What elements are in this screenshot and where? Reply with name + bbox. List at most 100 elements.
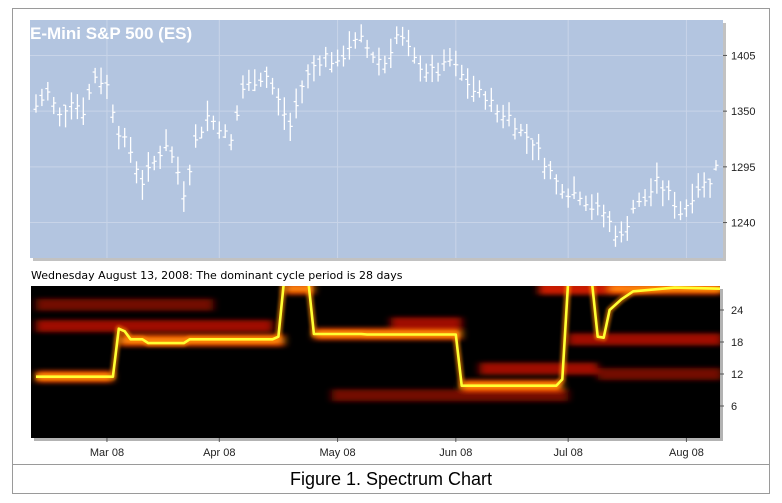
ohlc-bar bbox=[128, 137, 134, 163]
ohlc-bar bbox=[187, 164, 193, 186]
ohlc-bar bbox=[406, 29, 412, 57]
ohlc-bar bbox=[453, 50, 459, 77]
heat-band bbox=[538, 286, 628, 295]
caption-box: Figure 1. Spectrum Chart bbox=[12, 464, 770, 494]
x-axis: Mar 08 Apr 08 May 08 Jun 08 Jul 08 Aug 08 bbox=[90, 438, 704, 459]
ohlc-bar bbox=[352, 32, 358, 49]
ohlc-bar bbox=[459, 64, 465, 81]
ohlc-bar bbox=[80, 97, 86, 125]
ohlc-bar bbox=[163, 129, 169, 152]
ohlc-bar bbox=[340, 45, 346, 67]
ohlc-bar bbox=[512, 117, 518, 140]
ohlc-bar bbox=[358, 24, 364, 43]
ohlc-bar bbox=[98, 67, 104, 95]
ohlc-bar bbox=[607, 211, 613, 233]
ohlc-bar bbox=[707, 178, 713, 198]
ohlc-bar bbox=[494, 104, 500, 123]
ohlc-bar bbox=[376, 47, 382, 76]
spectrum-tick-label: 18 bbox=[731, 337, 743, 349]
ohlc-bar bbox=[672, 191, 678, 219]
ohlc-bar bbox=[240, 75, 246, 99]
ohlc-bar bbox=[683, 199, 689, 217]
ohlc-bar bbox=[506, 102, 512, 127]
ohlc-bar bbox=[583, 195, 589, 212]
ohlc-bar bbox=[471, 75, 477, 102]
heat-band bbox=[479, 362, 598, 375]
price-panel bbox=[30, 20, 723, 258]
ohlc-bar bbox=[68, 92, 74, 120]
ohlc-bar bbox=[216, 121, 222, 139]
ohlc-bar bbox=[394, 26, 400, 45]
x-tick-label: Apr 08 bbox=[203, 447, 235, 459]
ohlc-bar bbox=[317, 55, 323, 76]
ohlc-bar bbox=[145, 152, 151, 182]
ohlc-bar bbox=[222, 124, 228, 139]
ohlc-bar bbox=[51, 96, 57, 115]
ohlc-bar bbox=[370, 51, 376, 63]
ohlc-bar bbox=[110, 104, 116, 123]
price-tick-label: 1240 bbox=[731, 218, 755, 230]
ohlc-bar bbox=[642, 189, 648, 207]
ohlc-bar bbox=[400, 26, 406, 46]
price-tick-label: 1350 bbox=[731, 106, 755, 118]
ohlc-bar bbox=[116, 125, 122, 150]
spectrum-tick-label: 24 bbox=[731, 305, 743, 317]
ohlc-bar bbox=[536, 133, 542, 161]
ohlc-bar bbox=[476, 80, 482, 98]
ohlc-bar bbox=[228, 134, 234, 151]
ohlc-bar bbox=[713, 160, 719, 171]
ohlc-bar bbox=[382, 55, 388, 74]
ohlc-bar bbox=[660, 180, 666, 207]
dominant-cycle-line bbox=[36, 286, 720, 390]
chart-title: E-Mini S&P 500 (ES) bbox=[30, 24, 193, 43]
ohlc-bar bbox=[530, 138, 536, 161]
ohlc-bar bbox=[678, 201, 684, 221]
ohlc-bar bbox=[293, 88, 299, 119]
ohlc-bar bbox=[270, 77, 276, 95]
ohlc-bar bbox=[435, 62, 441, 82]
ohlc-bar bbox=[636, 192, 642, 207]
ohlc-bar bbox=[323, 46, 329, 68]
heat-band-core bbox=[284, 286, 314, 292]
ohlc-bar bbox=[169, 146, 175, 164]
ohlc-bar bbox=[524, 123, 530, 154]
ohlc-bar bbox=[423, 63, 429, 82]
ohlc-bar bbox=[74, 94, 80, 120]
ohlc-bar bbox=[204, 100, 210, 132]
ohlc-bar bbox=[689, 183, 695, 214]
ohlc-bar bbox=[329, 52, 335, 73]
ohlc-bar bbox=[624, 215, 630, 241]
dominant-cycle-series bbox=[36, 286, 720, 388]
figure-frame bbox=[12, 8, 770, 494]
ohlc-bar bbox=[181, 181, 187, 212]
ohlc-bar bbox=[299, 80, 305, 104]
heat-band bbox=[597, 368, 720, 380]
ohlc-bar bbox=[275, 88, 281, 116]
x-tick-label: May 08 bbox=[320, 447, 356, 459]
ohlc-bar bbox=[57, 107, 63, 127]
ohlc-bar bbox=[547, 161, 553, 180]
x-tick-label: Jun 08 bbox=[439, 447, 472, 459]
ohlc-bar bbox=[701, 172, 707, 198]
ohlc-bar bbox=[252, 69, 258, 92]
ohlc-bar bbox=[175, 156, 181, 185]
price-bars bbox=[33, 24, 719, 247]
ohlc-bar bbox=[63, 104, 69, 128]
ohlc-bar bbox=[589, 194, 595, 220]
ohlc-bar bbox=[139, 169, 145, 200]
ohlc-bar bbox=[465, 68, 471, 99]
ohlc-bar bbox=[417, 55, 423, 82]
ohlc-bar bbox=[92, 67, 98, 84]
ohlc-bar bbox=[559, 183, 565, 199]
ohlc-bar bbox=[648, 178, 654, 207]
spectrum-panel bbox=[31, 286, 720, 438]
ohlc-bar bbox=[157, 145, 163, 169]
figure-caption: Figure 1. Spectrum Chart bbox=[289, 469, 493, 489]
ohlc-bar bbox=[601, 204, 607, 228]
spectrum-tick-label: 12 bbox=[731, 369, 743, 381]
ohlc-bar bbox=[264, 66, 270, 88]
heat-band bbox=[36, 320, 273, 332]
ohlc-bar bbox=[86, 83, 92, 100]
ohlc-bar bbox=[595, 192, 601, 216]
